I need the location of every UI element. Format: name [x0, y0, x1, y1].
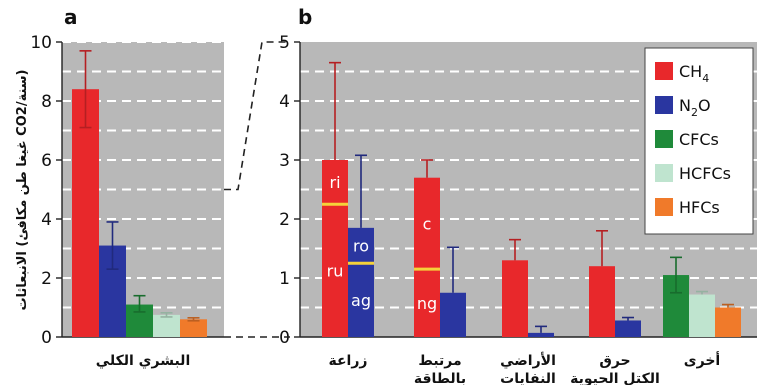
panel-b-category-label: مرتبط	[418, 353, 461, 369]
panel-b-category-label: زراعة	[329, 353, 368, 369]
legend-swatch	[655, 96, 673, 114]
panel-a-y-tick-label: 2	[41, 269, 52, 289]
panel-b-bar-hfcs	[715, 307, 741, 337]
legend-item-label: HCFCs	[679, 164, 731, 183]
panel-a-y-tick-label: 4	[41, 210, 52, 230]
panel-b-category-label: الأراضي	[500, 352, 556, 369]
zoom-connectors	[224, 41, 290, 338]
panel-b-bar-ch4	[502, 260, 528, 337]
panel-b-y-tick-label: 4	[279, 92, 290, 112]
panel-b-bar-n2o	[348, 227, 374, 337]
panel-a-category-label: البشري الكلي	[96, 353, 191, 370]
panel-b-bar-sublabel: ng	[417, 294, 437, 313]
panel-b-bar-sublabel: ru	[327, 262, 344, 281]
panel-b-y-tick-label: 0	[279, 328, 290, 348]
legend-swatch	[655, 198, 673, 216]
legend-swatch	[655, 130, 673, 148]
panel-a-y-tick-label: 10	[30, 33, 52, 53]
panel-b-category-label: حرق	[599, 353, 630, 369]
panel-b-bar-n2o	[528, 332, 554, 337]
panel-b-bar-sublabel: ro	[353, 237, 369, 256]
panel-b-bar-ch4	[589, 266, 615, 337]
legend-swatch	[655, 164, 673, 182]
panel-a-bar-hcfcs	[153, 314, 180, 337]
panel-b-category-label: أخرى	[684, 351, 720, 369]
panel-a-bar-hfcs	[180, 319, 207, 337]
panel-b-category-label-line2: الكتل الحيوية	[570, 371, 660, 385]
panel-a-y-tick-label: 8	[41, 92, 52, 112]
legend: CH4 N2O CFCs HCFCs HFCs	[644, 47, 754, 235]
panel-b-bar-hcfcs	[689, 294, 715, 337]
y-axis-label: الانبعاثات (غيغا طن مكافئ CO2/سنة)	[15, 69, 30, 310]
panel-b-y-tick-label: 1	[279, 269, 290, 289]
panel-a-label: a	[64, 5, 78, 29]
panel-a-y-tick-label: 0	[41, 328, 52, 348]
panel-b-bar-ch4	[322, 160, 348, 337]
legend-item-label: CFCs	[679, 130, 719, 149]
panel-b-bar-sublabel: c	[423, 214, 432, 233]
panel-b-y-tick-label: 5	[279, 33, 290, 53]
panel-a: 0 2 4 6 8 10 البشري الكلي	[30, 33, 224, 370]
panel-b-bar-sublabel: ag	[351, 291, 371, 310]
panel-a-y-tick-label: 6	[41, 151, 52, 171]
legend-item-label: N2O	[679, 96, 711, 119]
legend-item-label: CH4	[679, 62, 709, 85]
panel-b-bar-n2o	[440, 292, 466, 337]
zoom-connector-top	[224, 41, 290, 191]
panel-b-bar-n2o	[615, 320, 641, 337]
legend-item-label: HFCs	[679, 198, 720, 217]
panel-b-bar-ch4	[414, 177, 440, 337]
legend-swatch	[655, 62, 673, 80]
panel-b-category-label-line2: النفايات	[500, 371, 556, 385]
panel-a-bar-ch4	[72, 89, 99, 337]
panel-b-bar-sublabel: ri	[329, 173, 340, 192]
panel-b-label: b	[298, 5, 312, 29]
panel-b-y-tick-label: 3	[279, 151, 290, 171]
panel-b-y-tick-label: 2	[279, 210, 290, 230]
panel-b-category-label-line2: بالطاقة	[414, 371, 466, 385]
